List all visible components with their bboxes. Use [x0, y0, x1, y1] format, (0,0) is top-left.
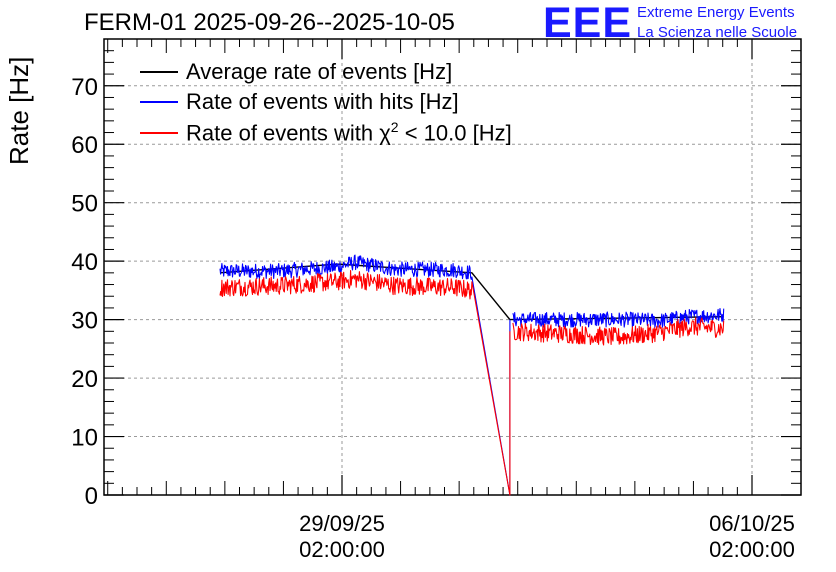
y-tick-label-20: 20 — [71, 366, 98, 393]
x-tick-label-2-time: 02:00:00 — [709, 537, 795, 562]
y-tick-label-60: 60 — [71, 132, 98, 159]
legend-swatch-blue — [140, 101, 178, 103]
y-axis-label: Rate [Hz] — [4, 56, 34, 165]
legend-chi2-symbol: χ — [379, 120, 391, 146]
legend-chi2-suffix: < 10.0 [Hz] — [398, 120, 512, 146]
legend-swatch-red — [140, 132, 178, 134]
legend-label-chi2: Rate of events with χ2 < 10.0 [Hz] — [186, 119, 512, 146]
legend-item-hits: Rate of events with hits [Hz] — [140, 88, 459, 116]
legend-label-hits: Rate of events with hits [Hz] — [186, 89, 459, 114]
legend-item-chi2: Rate of events with χ2 < 10.0 [Hz] — [140, 119, 512, 147]
series-line-2 — [219, 254, 725, 496]
y-tick-label-70: 70 — [71, 74, 98, 101]
x-tick-label-1-time: 02:00:00 — [299, 537, 385, 562]
legend-item-average: Average rate of events [Hz] — [140, 58, 452, 86]
x-tick-label-1: 29/09/25 02:00:00 — [262, 511, 422, 563]
plot-frame — [103, 38, 802, 496]
eee-logo: EEE — [543, 0, 633, 47]
logo-subtitle-2: La Scienza nelle Scuole — [637, 24, 798, 41]
chart-title: FERM-01 2025-09-26--2025-10-05 — [84, 9, 455, 36]
legend-chi2-sup: 2 — [390, 119, 399, 136]
y-tick-label-30: 30 — [71, 308, 98, 335]
y-tick-label-40: 40 — [71, 249, 98, 276]
legend-swatch-black — [140, 71, 178, 73]
series-line-3 — [219, 269, 725, 496]
y-tick-label-50: 50 — [71, 191, 98, 218]
y-tick-label-0: 0 — [85, 483, 98, 510]
logo-subtitle-1: Extreme Energy Events — [637, 4, 795, 21]
legend-chi2-prefix: Rate of events with — [186, 120, 380, 146]
x-tick-label-2-date: 06/10/25 — [709, 511, 795, 536]
y-tick-label-10: 10 — [71, 425, 98, 452]
legend-label-average: Average rate of events [Hz] — [186, 59, 453, 84]
x-tick-label-1-date: 29/09/25 — [299, 511, 385, 536]
x-tick-label-2: 06/10/25 02:00:00 — [672, 511, 832, 563]
